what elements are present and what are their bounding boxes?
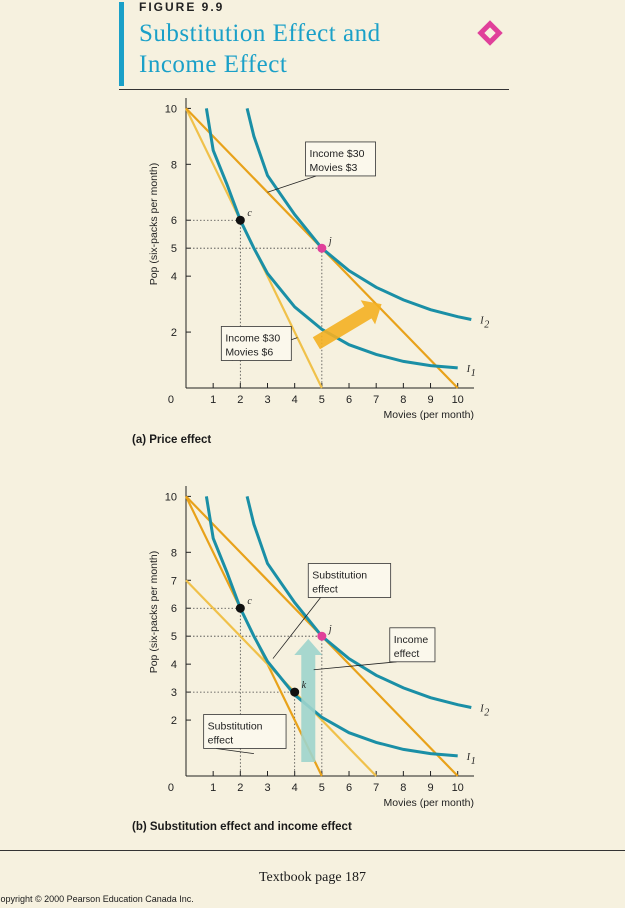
y-axis-title: Pop (six-packs per month) xyxy=(148,163,160,286)
figure-accent-bar xyxy=(119,2,124,86)
figure-title-line2: Income Effect xyxy=(139,51,288,78)
point-j xyxy=(317,243,327,253)
x-tick-label: 3 xyxy=(264,782,270,794)
y-tick-label: 6 xyxy=(171,215,177,227)
indifference-curve xyxy=(204,108,458,370)
annotation-text: Income $30 xyxy=(225,332,280,344)
x-tick-label: 2 xyxy=(237,782,243,794)
annotation-text: Movies $3 xyxy=(310,162,358,174)
y-tick-label: 10 xyxy=(165,103,177,115)
origin-label: 0 xyxy=(168,394,174,406)
annotation-leader xyxy=(313,661,397,671)
annotation-text: effect xyxy=(208,734,234,746)
point-label: j xyxy=(327,624,332,635)
y-tick-label: 7 xyxy=(171,575,177,587)
curve-label-sub: 2 xyxy=(484,319,489,330)
curve-label: I xyxy=(479,703,484,714)
point-k xyxy=(290,687,300,697)
x-tick-label: 4 xyxy=(292,394,298,406)
point-label: c xyxy=(247,208,252,219)
effect-arrow xyxy=(312,300,382,350)
indifference-curve xyxy=(245,496,472,709)
curve-label-sub: 2 xyxy=(484,707,489,718)
x-axis-title: Movies (per month) xyxy=(384,409,474,421)
figure-label: FIGURE 9.9 xyxy=(139,0,225,14)
curve-label: I xyxy=(466,752,471,763)
point-j xyxy=(317,631,327,641)
y-tick-label: 2 xyxy=(171,327,177,339)
x-axis-title: Movies (per month) xyxy=(384,797,474,809)
point-label: j xyxy=(327,236,332,247)
x-tick-label: 5 xyxy=(319,394,325,406)
x-tick-label: 10 xyxy=(452,394,464,406)
effect-arrow xyxy=(294,639,323,762)
annotation-text: Substitution xyxy=(208,720,263,732)
figure-title-line1: Substitution Effect and xyxy=(139,20,381,47)
x-tick-label: 4 xyxy=(292,782,298,794)
annotation-box xyxy=(305,141,376,177)
x-tick-label: 10 xyxy=(452,782,464,794)
x-tick-label: 6 xyxy=(346,394,352,406)
y-axis-title: Pop (six-packs per month) xyxy=(148,551,160,674)
x-tick-label: 7 xyxy=(373,782,379,794)
annotation-text: Movies $6 xyxy=(225,346,273,358)
y-tick-label: 5 xyxy=(171,631,177,643)
x-tick-label: 1 xyxy=(210,782,216,794)
x-tick-label: 3 xyxy=(264,394,270,406)
point-c xyxy=(235,603,245,613)
x-tick-label: 1 xyxy=(210,394,216,406)
chart-substitution-income: 1 2 3 4 5 6 7 8 9 10 2 3 4 5 6 7 8 10 0 Movies (per month) P… xyxy=(148,486,489,809)
x-tick-label: 7 xyxy=(373,394,379,406)
y-tick-label: 4 xyxy=(171,659,177,671)
curve-label-sub: 1 xyxy=(471,368,476,379)
y-tick-label: 8 xyxy=(171,159,177,171)
annotation-text: effect xyxy=(312,583,338,595)
y-tick-label: 6 xyxy=(171,603,177,615)
x-tick-label: 9 xyxy=(427,782,433,794)
annotation-text: Income $30 xyxy=(310,148,365,160)
point-label: k xyxy=(302,680,307,691)
x-tick-label: 8 xyxy=(400,394,406,406)
annotation-text: effect xyxy=(394,648,420,660)
caption-b: (b) Substitution effect and income effec… xyxy=(132,821,352,833)
y-tick-label: 10 xyxy=(165,491,177,503)
annotation-text: Substitution xyxy=(312,569,367,581)
annotation-box xyxy=(203,714,287,749)
curve-label: I xyxy=(479,315,484,326)
annotation-text: Income xyxy=(394,634,429,646)
point-c xyxy=(235,215,245,225)
curve-label-sub: 1 xyxy=(471,756,476,767)
point-label: c xyxy=(247,596,252,607)
copyright-notice: Copyright © 2000 Pearson Education Canad… xyxy=(0,894,194,904)
y-tick-label: 3 xyxy=(171,687,177,699)
annotation-leader xyxy=(215,748,254,755)
x-tick-label: 9 xyxy=(427,394,433,406)
caption-a: (a) Price effect xyxy=(132,434,212,446)
x-tick-label: 8 xyxy=(400,782,406,794)
figure-title: Substitution Effect and Income Effect xyxy=(139,18,381,80)
diamond-icon xyxy=(477,20,503,46)
annotation-box xyxy=(220,326,292,361)
annotation-leader xyxy=(272,597,321,659)
curve-label: I xyxy=(466,364,471,375)
footer-divider xyxy=(0,850,625,851)
y-tick-label: 5 xyxy=(171,243,177,255)
x-tick-label: 2 xyxy=(237,394,243,406)
header-divider xyxy=(119,89,509,90)
annotation-box xyxy=(389,627,436,663)
page-reference: Textbook page 187 xyxy=(258,870,367,885)
x-tick-label: 6 xyxy=(346,782,352,794)
y-tick-label: 2 xyxy=(171,715,177,727)
annotation-leader xyxy=(267,175,317,193)
indifference-curve xyxy=(245,108,472,321)
chart-price-effect: 1 2 3 4 5 6 7 8 9 10 2 4 5 6 8 10 0 Movies (per month) Pop… xyxy=(148,98,489,421)
origin-label: 0 xyxy=(168,782,174,794)
annotation-box xyxy=(307,563,392,598)
y-tick-label: 4 xyxy=(171,271,177,283)
x-tick-label: 5 xyxy=(319,782,325,794)
y-tick-label: 8 xyxy=(171,547,177,559)
